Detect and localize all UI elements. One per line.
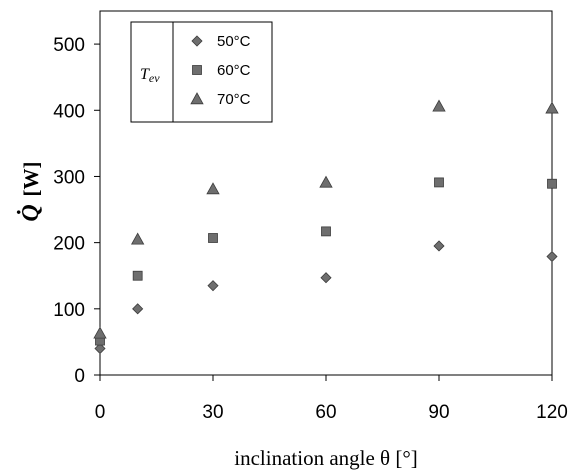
x-tick-label: 90 xyxy=(428,402,449,423)
data-point xyxy=(320,272,332,284)
legend-title-main: T xyxy=(140,66,150,83)
y-tick-label: 400 xyxy=(53,101,85,122)
data-point xyxy=(321,226,331,237)
legend-marker xyxy=(190,92,204,105)
legend-title-sub: ev xyxy=(149,71,160,85)
y-axis-title-unit: [W] xyxy=(19,162,43,197)
data-point xyxy=(207,280,219,292)
x-tick-label: 120 xyxy=(536,402,568,423)
data-points xyxy=(93,99,559,355)
data-point xyxy=(547,178,557,189)
series-square xyxy=(95,177,557,346)
x-axis-ticks xyxy=(99,375,553,381)
legend-label: 70°C xyxy=(217,91,251,108)
x-axis-title: inclination angle θ [°] xyxy=(234,446,417,470)
legend-marker xyxy=(191,35,203,47)
data-point xyxy=(546,250,558,263)
y-axis-title: Q̇ [W] xyxy=(17,162,44,222)
series-triangle xyxy=(93,99,559,339)
y-tick-label: 0 xyxy=(74,366,85,387)
data-point xyxy=(208,233,218,243)
data-point xyxy=(132,270,143,281)
legend-title: Tev xyxy=(140,66,160,85)
data-point xyxy=(433,240,445,252)
legend-marker xyxy=(192,65,202,75)
y-tick-label: 200 xyxy=(53,234,85,255)
x-tick-label: 30 xyxy=(202,402,223,423)
x-axis-tick-labels: 0 30 60 90 120 xyxy=(95,402,568,423)
data-point xyxy=(434,177,444,188)
x-tick-label: 0 xyxy=(95,402,106,423)
data-point xyxy=(93,326,107,339)
data-point xyxy=(319,175,333,188)
y-tick-label: 300 xyxy=(53,167,85,188)
data-point xyxy=(132,303,144,315)
data-point xyxy=(94,342,106,355)
y-axis-ticks xyxy=(94,43,100,376)
y-tick-label: 500 xyxy=(53,35,85,56)
data-point xyxy=(130,232,145,245)
y-axis-title-symbol: Q̇ xyxy=(17,204,44,221)
y-axis-tick-labels: 0 100 200 300 400 500 xyxy=(53,35,85,387)
data-point xyxy=(545,101,559,114)
y-tick-label: 100 xyxy=(53,300,85,321)
data-point xyxy=(206,182,220,195)
legend-label: 50°C xyxy=(217,33,251,50)
series-diamond xyxy=(94,240,558,355)
legend-label: 60°C xyxy=(217,62,251,79)
x-tick-label: 60 xyxy=(315,402,336,423)
data-point xyxy=(432,99,446,112)
legend-entries: 50°C 60°C 70°C xyxy=(190,33,251,108)
legend: Tev 50°C 60°C 70°C xyxy=(130,21,273,123)
